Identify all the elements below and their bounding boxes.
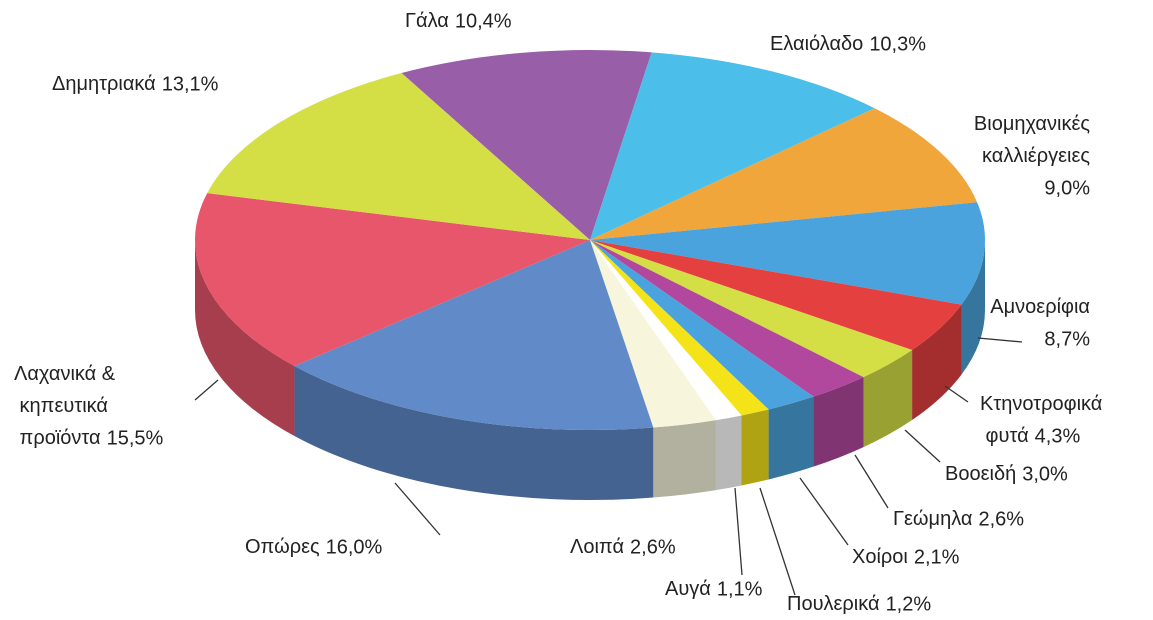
- slice-label: Δημητριακά: [52, 73, 156, 95]
- slice-side: [768, 396, 814, 480]
- slice: [590, 240, 962, 350]
- slice-side: [912, 304, 962, 420]
- slice-label: Γεώμηλα: [893, 508, 972, 530]
- value-label: 3,0%: [1022, 463, 1068, 485]
- slice-label: Βοοειδή: [945, 463, 1016, 485]
- slice-side: [961, 240, 985, 375]
- value-label: 9,0%: [1044, 177, 1090, 199]
- slice-side: [195, 240, 295, 437]
- value-label: 16,0%: [326, 536, 383, 558]
- leader-line: [904, 429, 941, 463]
- slice-label: Ελαιόλαδο: [770, 33, 863, 55]
- leader-line: [977, 337, 1023, 343]
- slice-side: [741, 409, 769, 486]
- value-label: 15,5%: [107, 427, 164, 449]
- slice-label: Λοιπά: [570, 536, 624, 558]
- leader-line: [854, 454, 889, 509]
- slice-label: Λαχανικά & κηπευτικά προϊόντα: [14, 363, 116, 449]
- slice-side: [653, 420, 716, 498]
- slice: [194, 193, 590, 367]
- slice-side: [715, 415, 742, 491]
- slice: [590, 202, 985, 305]
- slice-label: Βιομηχανικές καλλιέργειες: [974, 113, 1090, 167]
- value-label: 2,6%: [630, 536, 676, 558]
- slice: [590, 240, 769, 416]
- value-label: 2,6%: [978, 508, 1024, 530]
- slice-side: [813, 377, 864, 467]
- slice-label: Κτηνοτροφικά φυτά: [980, 393, 1102, 447]
- slice-label: Χοίροι: [852, 546, 908, 568]
- leader-line: [734, 487, 743, 576]
- value-label: 4,3%: [1035, 425, 1081, 447]
- leader-line: [944, 385, 969, 403]
- value-label: 2,1%: [914, 546, 960, 568]
- value-label: 13,1%: [162, 73, 219, 95]
- leader-line: [194, 379, 219, 401]
- slice: [590, 240, 716, 428]
- slice-label: Αυγά: [665, 578, 711, 600]
- value-label: 10,3%: [869, 33, 926, 55]
- value-label: 1,2%: [886, 593, 932, 615]
- slice-label: Πουλερικά: [787, 593, 880, 615]
- leader-line: [394, 482, 441, 536]
- slice-label: Αμνοερίφια: [990, 296, 1090, 318]
- slice: [590, 52, 875, 240]
- slice: [590, 240, 864, 397]
- slice-side: [294, 366, 654, 500]
- slice-label: Γάλα: [405, 10, 449, 32]
- slice: [590, 240, 814, 410]
- value-label: 8,7%: [1044, 328, 1090, 350]
- slice: [590, 240, 742, 421]
- leader-line: [759, 487, 796, 596]
- slice: [294, 240, 654, 430]
- leader-line: [799, 477, 849, 546]
- slice-label: Οπώρες: [245, 536, 320, 558]
- slice: [590, 240, 913, 378]
- value-label: 10,4%: [455, 10, 512, 32]
- value-label: 1,1%: [717, 578, 763, 600]
- slice: [401, 49, 652, 240]
- slice: [207, 73, 591, 240]
- slice: [590, 108, 978, 240]
- slice-side: [863, 349, 913, 448]
